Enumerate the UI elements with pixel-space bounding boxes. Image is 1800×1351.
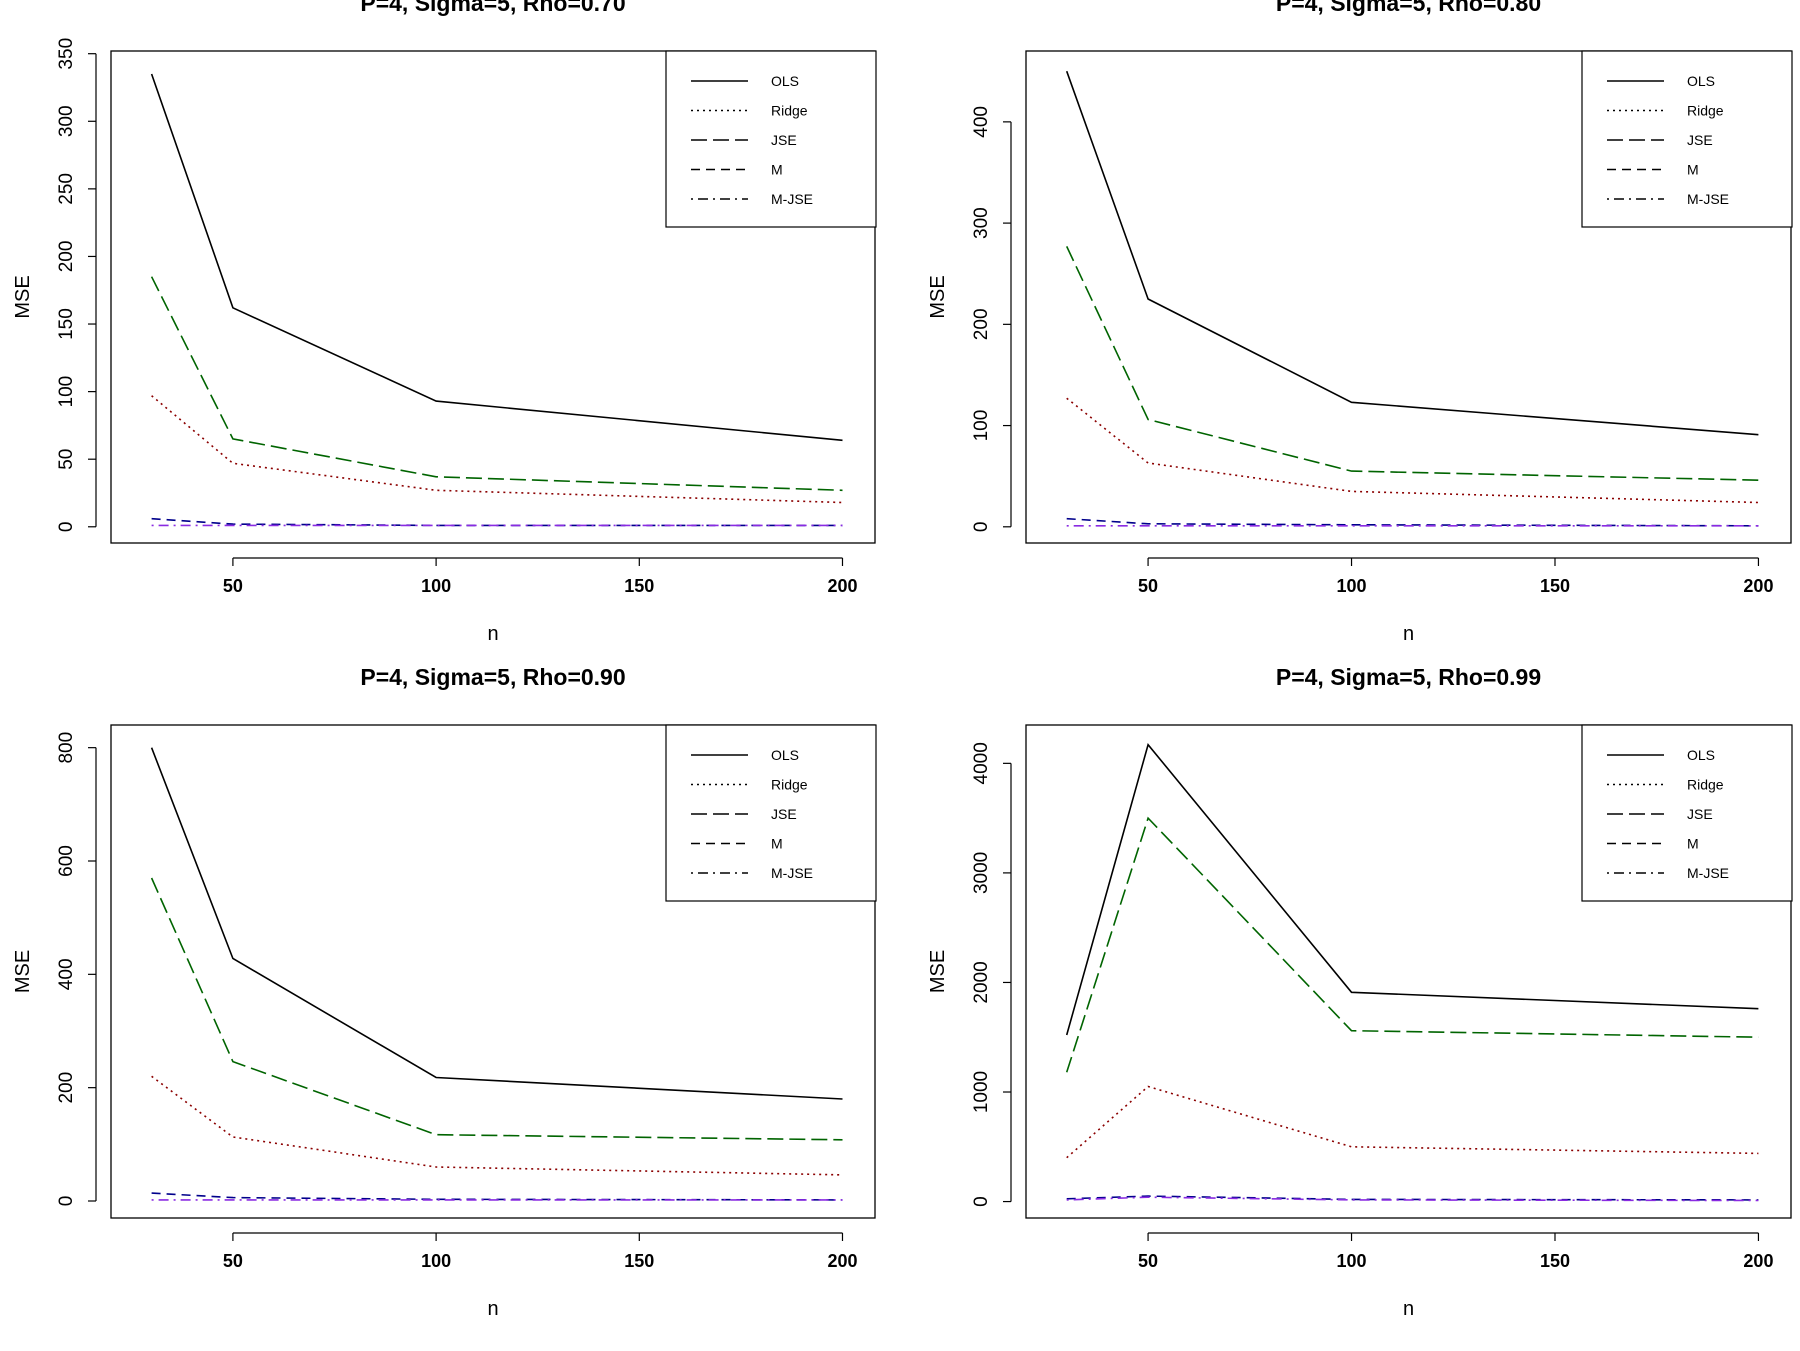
legend-label: Ridge xyxy=(771,103,808,119)
y-tick-label: 4000 xyxy=(971,742,992,784)
chart-title: P=4, Sigma=5, Rho=0.99 xyxy=(1276,664,1541,690)
legend-label: M-JSE xyxy=(1687,865,1729,881)
x-axis-label: n xyxy=(487,1298,498,1320)
y-axis-label: MSE xyxy=(12,950,34,993)
y-axis-label: MSE xyxy=(927,950,949,993)
y-axis-label: MSE xyxy=(12,275,34,318)
x-tick-label: 100 xyxy=(1337,576,1367,596)
y-tick-label: 50 xyxy=(56,449,77,470)
x-tick-label: 100 xyxy=(421,1251,451,1271)
y-axis-label: MSE xyxy=(927,275,949,318)
x-axis-label: n xyxy=(487,623,498,645)
x-tick-label: 100 xyxy=(1337,1251,1367,1271)
series-line-m xyxy=(1066,517,1759,527)
series-line-jse xyxy=(1065,246,1759,481)
series-line-ols xyxy=(1065,70,1759,436)
y-tick-label: 200 xyxy=(56,241,77,273)
legend-label: Ridge xyxy=(1687,777,1724,793)
legend-label: JSE xyxy=(771,132,797,148)
y-tick-label: 300 xyxy=(971,207,992,239)
x-tick-label: 50 xyxy=(1138,576,1158,596)
series-line-m xyxy=(151,1192,843,1201)
x-tick-label: 50 xyxy=(223,576,243,596)
x-axis-label: n xyxy=(1403,623,1414,645)
legend-label: OLS xyxy=(1687,73,1715,89)
y-tick-label: 300 xyxy=(56,105,77,137)
series-line-jse xyxy=(150,877,843,1141)
chart-panel-2: P=4, Sigma=5, Rho=0.80 50 100 150 200 n 0 100 20… xyxy=(927,0,1793,645)
x-tick-label: 200 xyxy=(827,1251,857,1271)
series-line-jse xyxy=(150,276,843,492)
x-tick-label: 200 xyxy=(1743,576,1773,596)
legend-label: M xyxy=(1687,836,1699,852)
y-tick-label: 200 xyxy=(56,1072,77,1104)
series-line-ols xyxy=(1065,743,1759,1036)
legend-label: OLS xyxy=(771,747,799,763)
series-line-jse xyxy=(1065,816,1759,1073)
legend-label: M xyxy=(771,162,783,178)
legend-label: OLS xyxy=(1687,747,1715,763)
series-line-m xyxy=(151,517,843,527)
plot-frame xyxy=(110,724,876,1219)
x-axis-label: n xyxy=(1403,1298,1414,1320)
legend-label: M-JSE xyxy=(771,865,813,881)
y-tick-label: 400 xyxy=(56,958,77,990)
legend-label: M xyxy=(771,836,783,852)
chart-panel-4: P=4, Sigma=5, Rho=0.99 50 100 150 200 n 0 1000 2… xyxy=(927,664,1793,1320)
x-tick-label: 200 xyxy=(827,576,857,596)
series-line-ridge xyxy=(1066,1085,1759,1159)
series-line-ridge xyxy=(151,1075,843,1176)
x-tick-label: 50 xyxy=(1138,1251,1158,1271)
chart-title: P=4, Sigma=5, Rho=0.70 xyxy=(360,0,625,16)
y-tick-label: 0 xyxy=(56,1196,77,1207)
legend-label: Ridge xyxy=(771,777,808,793)
y-tick-label: 0 xyxy=(56,521,77,532)
y-tick-label: 100 xyxy=(971,410,992,442)
legend-label: JSE xyxy=(1687,806,1713,822)
plot-frame xyxy=(1025,50,1792,544)
legend-label: M-JSE xyxy=(1687,191,1729,207)
chart-panel-1: P=4, Sigma=5, Rho=0.70 50 100 150 200 n 0 50 100… xyxy=(12,0,877,645)
x-tick-label: 150 xyxy=(624,1251,654,1271)
chart-title: P=4, Sigma=5, Rho=0.80 xyxy=(1276,0,1541,16)
legend-label: Ridge xyxy=(1687,103,1724,119)
x-tick-label: 100 xyxy=(421,576,451,596)
y-tick-label: 0 xyxy=(971,522,992,533)
x-tick-label: 150 xyxy=(1540,576,1570,596)
y-tick-label: 200 xyxy=(971,308,992,340)
legend-label: JSE xyxy=(1687,132,1713,148)
x-tick-label: 50 xyxy=(223,1251,243,1271)
y-tick-label: 400 xyxy=(971,106,992,138)
series-line-m-jse xyxy=(1066,1196,1759,1202)
y-tick-label: 0 xyxy=(971,1196,992,1207)
y-tick-label: 100 xyxy=(56,376,77,408)
legend-label: M xyxy=(1687,162,1699,178)
y-tick-label: 600 xyxy=(56,845,77,877)
plot-frame xyxy=(1025,724,1792,1219)
y-tick-label: 3000 xyxy=(971,852,992,894)
x-tick-label: 200 xyxy=(1743,1251,1773,1271)
series-line-ols xyxy=(150,747,843,1100)
y-tick-label: 1000 xyxy=(971,1071,992,1113)
legend-label: JSE xyxy=(771,806,797,822)
y-tick-label: 250 xyxy=(56,173,77,205)
legend-label: M-JSE xyxy=(771,191,813,207)
y-tick-label: 800 xyxy=(56,732,77,764)
series-line-ridge xyxy=(1066,397,1759,504)
y-tick-label: 350 xyxy=(56,38,77,70)
x-tick-label: 150 xyxy=(1540,1251,1570,1271)
plot-frame xyxy=(110,50,876,544)
y-tick-label: 2000 xyxy=(971,961,992,1003)
series-line-ols xyxy=(150,73,843,442)
legend-label: OLS xyxy=(771,73,799,89)
chart-title: P=4, Sigma=5, Rho=0.90 xyxy=(360,664,625,690)
x-tick-label: 150 xyxy=(624,576,654,596)
chart-panel-3: P=4, Sigma=5, Rho=0.90 50 100 150 200 n 0 200 40… xyxy=(12,664,877,1320)
y-tick-label: 150 xyxy=(56,308,77,340)
